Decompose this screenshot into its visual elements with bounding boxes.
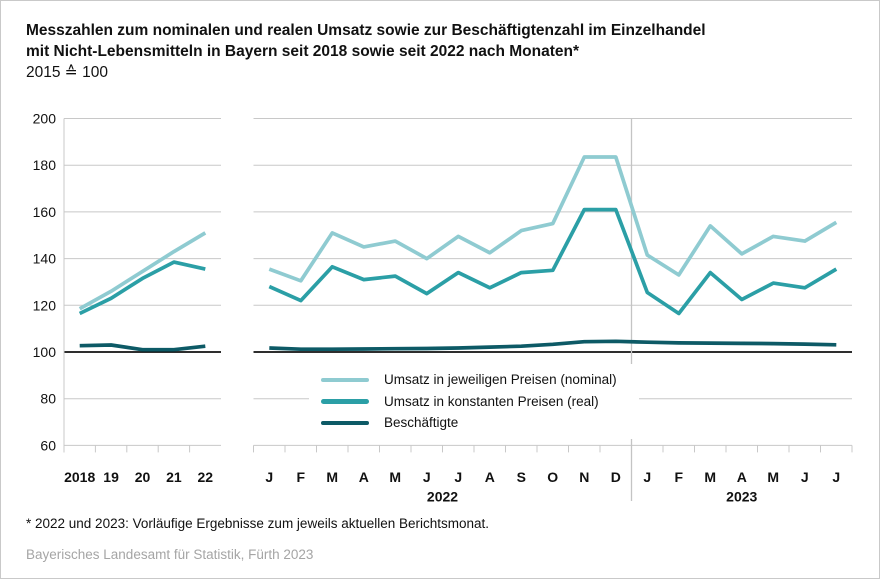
page-title-line-1: Messzahlen zum nominalen und realen Umsa… <box>26 22 706 39</box>
x-axis-category-label: 19 <box>103 469 119 485</box>
x-axis-category-label: 2018 <box>64 469 95 485</box>
x-axis-category-label: M <box>326 469 338 485</box>
x-axis-category-label: J <box>832 469 840 485</box>
x-axis-category-label: 22 <box>198 469 214 485</box>
footnote: * 2022 und 2023: Vorläufige Ergebnisse z… <box>26 516 490 531</box>
series-line-monthly-real <box>268 207 838 316</box>
x-axis-category-label: M <box>389 469 401 485</box>
page-title-line-2: mit Nicht-Lebensmitteln in Bayern seit 2… <box>26 43 580 60</box>
y-axis-tick-label: 80 <box>40 391 56 407</box>
y-axis-tick-label: 120 <box>33 297 57 313</box>
x-axis-category-label: S <box>517 469 526 485</box>
series-line-monthly-nominal <box>268 155 838 283</box>
series-line-annual-nominal <box>78 231 207 311</box>
y-axis-tick-label: 160 <box>33 204 57 220</box>
source-credit: Bayerisches Landesamt für Statistik, Für… <box>26 547 314 562</box>
chart-legend: Umsatz in jeweiligen Preisen (nominal) U… <box>309 364 639 439</box>
x-axis-category-label: J <box>265 469 273 485</box>
y-axis-tick-label: 140 <box>33 251 57 267</box>
series-line-annual-beschaeftigte <box>79 343 206 352</box>
x-axis-category-label: A <box>359 469 369 485</box>
x-axis-category-label: F <box>296 469 305 485</box>
x-axis-category-label: 21 <box>166 469 182 485</box>
x-axis-category-label: J <box>423 469 431 485</box>
title-block: Messzahlen zum nominalen und realen Umsa… <box>26 20 706 83</box>
series-line-annual-real <box>78 260 206 316</box>
x-axis-category-label: M <box>704 469 716 485</box>
x-axis-category-label: O <box>547 469 558 485</box>
legend-row-beschaeftigte: Beschäftigte <box>321 412 639 434</box>
legend-label-real: Umsatz in konstanten Preisen (real) <box>384 393 599 409</box>
x-axis-category-label: J <box>643 469 651 485</box>
y-axis-tick-label: 200 <box>33 111 57 127</box>
x-axis-category-label: J <box>801 469 809 485</box>
x-axis-group-label: 2023 <box>726 489 757 505</box>
legend-swatch-nominal <box>321 377 369 382</box>
series-line-monthly-beschaeftigte <box>269 339 837 352</box>
x-axis-category-label: F <box>674 469 683 485</box>
legend-label-beschaeftigte: Beschäftigte <box>384 415 459 431</box>
x-axis-category-label: A <box>737 469 747 485</box>
legend-row-nominal: Umsatz in jeweiligen Preisen (nominal) <box>321 369 639 391</box>
legend-label-nominal: Umsatz in jeweiligen Preisen (nominal) <box>384 372 617 388</box>
x-axis-category-label: D <box>611 469 621 485</box>
y-axis-tick-label: 180 <box>33 157 57 173</box>
x-axis-group-label: 2022 <box>427 489 458 505</box>
y-axis-tick-label: 60 <box>40 437 56 453</box>
legend-row-real: Umsatz in konstanten Preisen (real) <box>321 391 639 413</box>
x-axis-category-label: 20 <box>135 469 151 485</box>
x-axis-category-label: A <box>485 469 495 485</box>
y-axis-tick-label: 100 <box>33 344 57 360</box>
x-axis-category-label: M <box>767 469 779 485</box>
x-axis-category-label: J <box>454 469 462 485</box>
legend-swatch-real <box>321 399 369 404</box>
x-axis-category-label: N <box>579 469 589 485</box>
index-base-note: 2015 ≙ 100 <box>26 64 108 81</box>
legend-swatch-beschaeftigte <box>321 420 369 425</box>
